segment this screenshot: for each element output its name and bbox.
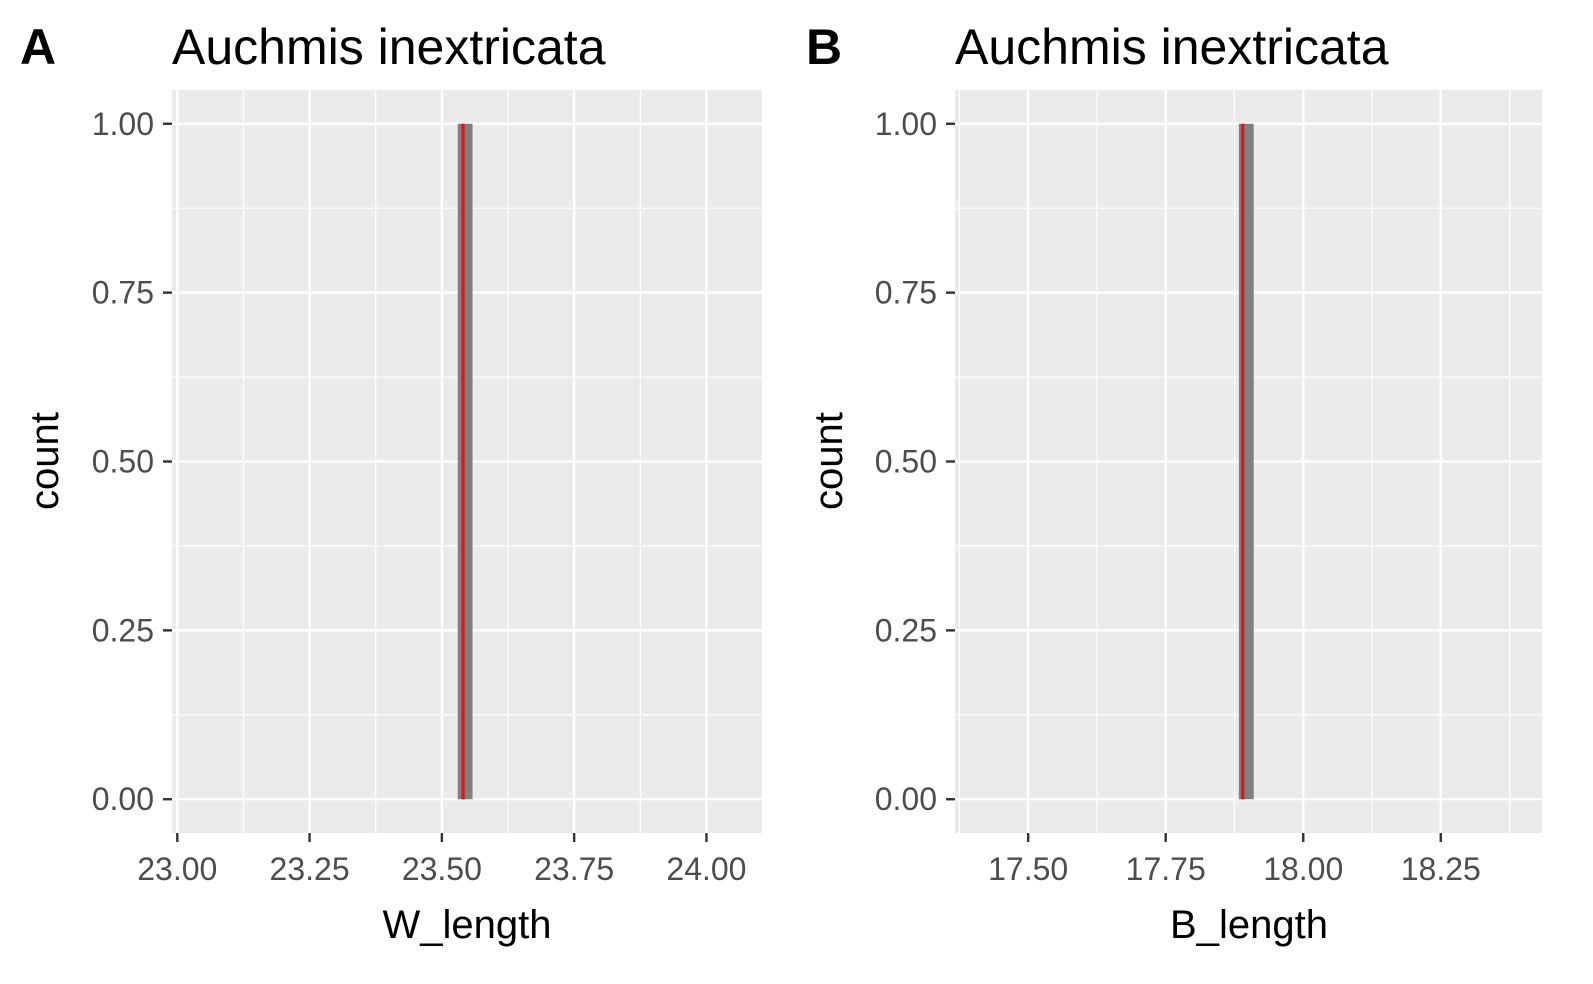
y-tick-label: 0.75 (92, 275, 154, 311)
y-tick-label: 0.00 (875, 781, 937, 817)
x-tick-label: 18.25 (1401, 851, 1481, 887)
x-tick-label: 17.50 (988, 851, 1068, 887)
panel-a: 0.00 0.25 0.50 0.75 1.00 23.00 23.25 23.50 23.75… (20, 19, 762, 947)
chart-title: Auchmis inextricata (955, 19, 1389, 75)
y-tick-label: 0.50 (92, 444, 154, 480)
y-tick-label: 0.75 (875, 275, 937, 311)
panel-b: 0.00 0.25 0.50 0.75 1.00 17.50 17.75 18.00 18.25… (806, 19, 1542, 947)
y-axis-title: count (23, 412, 67, 510)
y-tick-label: 0.00 (92, 781, 154, 817)
y-tick-label: 0.25 (875, 612, 937, 648)
x-axis-title: W_length (383, 903, 552, 947)
y-axis-title: count (807, 412, 851, 510)
x-tick-label: 17.75 (1126, 851, 1206, 887)
x-tick-label: 23.00 (137, 851, 217, 887)
x-tick-label: 23.75 (534, 851, 614, 887)
chart-title: Auchmis inextricata (172, 19, 606, 75)
x-tick-label: 18.00 (1263, 851, 1343, 887)
panel-tag: A (20, 19, 56, 75)
y-tick-label: 1.00 (875, 106, 937, 142)
y-tick-label: 0.50 (875, 444, 937, 480)
panel-tag: B (806, 19, 842, 75)
histogram-bar (457, 123, 473, 800)
x-tick-label: 23.25 (270, 851, 350, 887)
y-tick-label: 1.00 (92, 106, 154, 142)
x-tick-label: 23.50 (402, 851, 482, 887)
x-tick-label: 24.00 (666, 851, 746, 887)
histogram-bar (1238, 123, 1254, 800)
y-tick-label: 0.25 (92, 612, 154, 648)
x-axis-title: B_length (1170, 903, 1328, 947)
